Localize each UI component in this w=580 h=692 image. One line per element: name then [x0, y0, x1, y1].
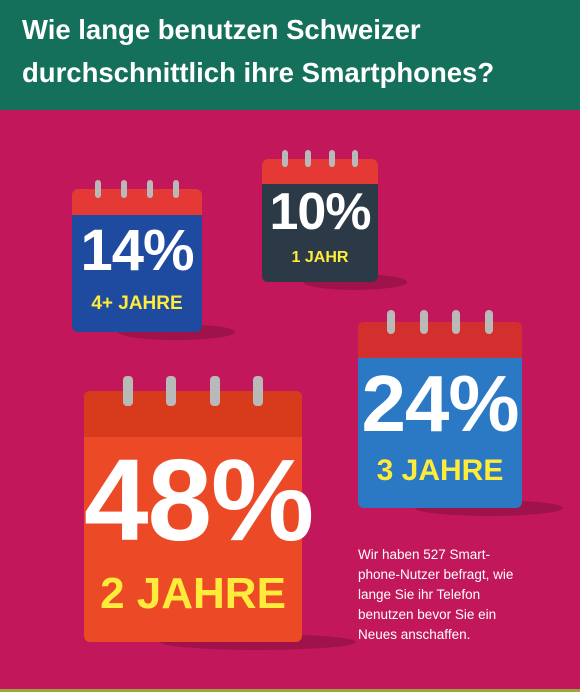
calendar-ring — [253, 376, 264, 406]
survey-note: Wir haben 527 Smart- phone-Nutzer befrag… — [358, 547, 514, 642]
calendar-ring — [282, 150, 289, 167]
calendar-ring — [419, 310, 428, 334]
calendar-ring — [173, 180, 179, 198]
page-title: Wie lange benutzen Schweizer durchschnit… — [22, 14, 495, 88]
calendar-band — [358, 322, 522, 358]
duration-label: 4+ JAHRE — [91, 293, 183, 314]
calendar-ring — [122, 376, 133, 406]
calendar-band — [72, 189, 202, 215]
calendar-ring — [95, 180, 101, 198]
calendar-body — [262, 158, 378, 282]
percent-value: 10% — [269, 183, 371, 241]
calendar-body — [358, 322, 522, 508]
bottom-divider — [0, 689, 580, 692]
calendar-3-years: 24% 3 JAHRE — [358, 310, 563, 516]
calendar-ring — [209, 376, 220, 406]
calendar-body — [72, 189, 202, 332]
calendar-ring — [351, 150, 358, 167]
duration-label: 3 JAHRE — [376, 454, 504, 487]
calendar-ring — [328, 150, 335, 167]
duration-label: 1 JAHR — [291, 249, 349, 266]
duration-label: 2 JAHRE — [100, 569, 286, 618]
percent-value: 14% — [80, 218, 194, 283]
calendar-1-year: 10% 1 JAHR — [262, 150, 407, 290]
calendar-2-years: 48% 2 JAHRE — [84, 376, 357, 650]
percent-value: 24% — [361, 359, 519, 448]
calendar-ring — [166, 376, 177, 406]
calendar-ring — [386, 310, 395, 334]
calendar-body — [84, 391, 302, 642]
calendar-band — [84, 391, 302, 437]
calendar-ring — [121, 180, 127, 198]
calendar-ring — [147, 180, 153, 198]
percent-value: 48% — [84, 435, 314, 565]
calendar-4-plus-years: 14% 4+ JAHRE — [72, 180, 235, 340]
calendar-ring — [452, 310, 461, 334]
header-bar: Wie lange benutzen Schweizer durchschnit… — [0, 0, 580, 110]
calendar-band — [262, 158, 378, 184]
calendar-ring — [485, 310, 494, 334]
calendar-ring — [305, 150, 312, 167]
